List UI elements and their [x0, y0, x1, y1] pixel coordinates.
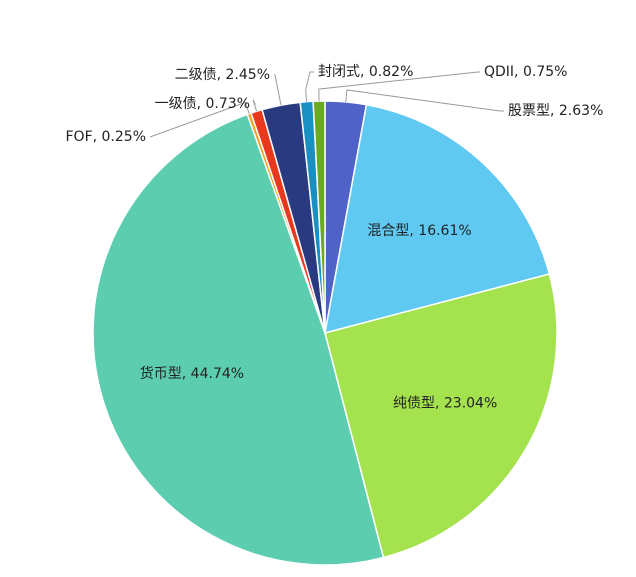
slice-label: 混合型, 16.61%: [367, 223, 471, 239]
pie-slice: [324, 273, 558, 559]
leader-line: [305, 71, 314, 102]
slice-label: FOF, 0.25%: [66, 129, 147, 145]
slice-label: 封闭式, 0.82%: [318, 64, 413, 80]
slice-label: 股票型, 2.63%: [508, 103, 603, 119]
pie-slice: [92, 113, 385, 566]
leader-line: [149, 101, 250, 138]
leader-line: [345, 89, 504, 112]
leader-line: [252, 99, 258, 112]
slice-label: QDII, 0.75%: [484, 64, 567, 80]
leader-line: [274, 74, 282, 106]
pie-slice: [324, 103, 551, 335]
leader-line: [318, 71, 480, 102]
slice-label: 一级债, 0.73%: [155, 96, 250, 112]
slice-label: 货币型, 44.74%: [140, 365, 244, 382]
slice-label: 二级债, 2.45%: [175, 67, 270, 83]
slice-label: 纯债型, 23.04%: [393, 395, 497, 411]
